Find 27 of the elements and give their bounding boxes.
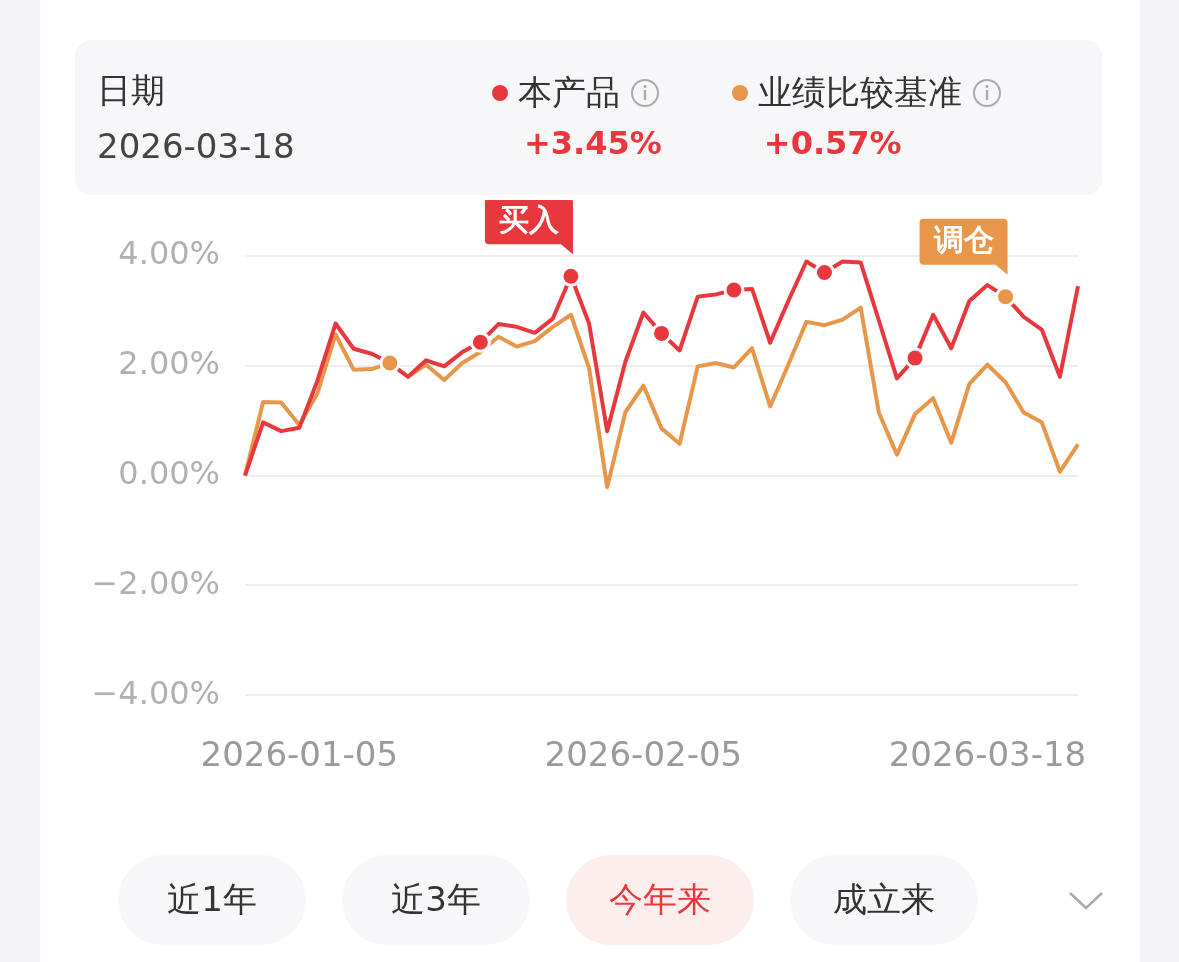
text: 近1年	[118, 855, 306, 945]
point	[469, 331, 491, 353]
text: 今年来	[566, 855, 754, 945]
text: +0.57%	[763, 124, 903, 162]
y-tick-label: −2.00%	[91, 563, 220, 602]
chart-subtitle: 2026-03-18	[97, 126, 296, 166]
point	[904, 347, 926, 369]
point	[379, 352, 401, 374]
point	[995, 286, 1017, 308]
x-tick-label: 2026-01-05	[200, 734, 399, 775]
point	[560, 265, 582, 287]
point	[651, 322, 672, 344]
y-tick-label: −4.00%	[91, 673, 220, 712]
text: 成立来	[790, 855, 978, 945]
x-tick-label: 2026-02-05	[544, 734, 743, 775]
point	[723, 279, 745, 301]
annotation: 调仓	[932, 222, 994, 258]
text: 买入	[498, 202, 560, 238]
legend-label: 本产品	[518, 71, 620, 114]
y-tick-label: 2.00%	[118, 344, 220, 383]
text: +3.45%	[524, 124, 662, 162]
y-tick-label: 4.00%	[118, 234, 220, 273]
x-tick-label: 2026-03-18	[888, 734, 1087, 775]
chart-title: 日期	[97, 69, 166, 112]
text: 近3年	[342, 855, 530, 945]
y-tick-label: 0.00%	[118, 453, 220, 492]
legend-label: 业绩比较基准	[757, 71, 962, 114]
